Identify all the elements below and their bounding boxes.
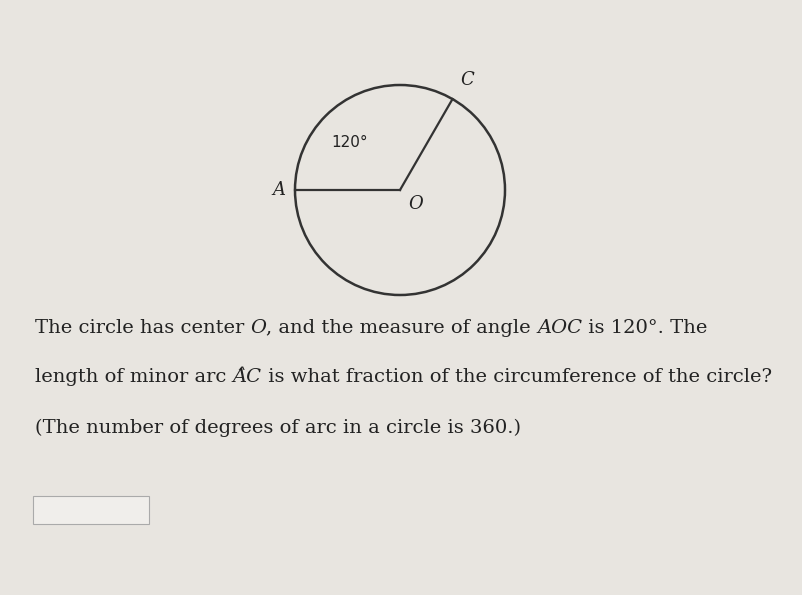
- Text: is 120°. The: is 120°. The: [581, 319, 707, 337]
- Text: The circle has center: The circle has center: [35, 319, 250, 337]
- FancyBboxPatch shape: [33, 496, 149, 525]
- Text: AOC: AOC: [537, 319, 581, 337]
- Text: is what fraction of the circumference of the circle?: is what fraction of the circumference of…: [261, 368, 771, 386]
- Text: is 120°. The: is 120°. The: [581, 319, 707, 337]
- Text: (The number of degrees of arc in a circle is 360.): (The number of degrees of arc in a circl…: [35, 419, 520, 437]
- Text: ÂC: ÂC: [233, 368, 261, 386]
- Text: A: A: [272, 181, 285, 199]
- Text: C: C: [460, 71, 474, 89]
- Text: The circle has center: The circle has center: [35, 319, 250, 337]
- Text: O: O: [407, 195, 422, 213]
- Text: , and the measure of angle: , and the measure of angle: [266, 319, 537, 337]
- Text: ÂC: ÂC: [233, 368, 261, 386]
- Text: length of minor arc: length of minor arc: [35, 368, 233, 386]
- Text: length of minor arc: length of minor arc: [35, 368, 233, 386]
- Text: is what fraction of the circumference of the circle?: is what fraction of the circumference of…: [261, 368, 771, 386]
- Text: O: O: [250, 319, 266, 337]
- Text: , and the measure of angle: , and the measure of angle: [266, 319, 537, 337]
- Text: 120°: 120°: [330, 135, 367, 150]
- Text: O: O: [250, 319, 266, 337]
- Text: AOC: AOC: [537, 319, 581, 337]
